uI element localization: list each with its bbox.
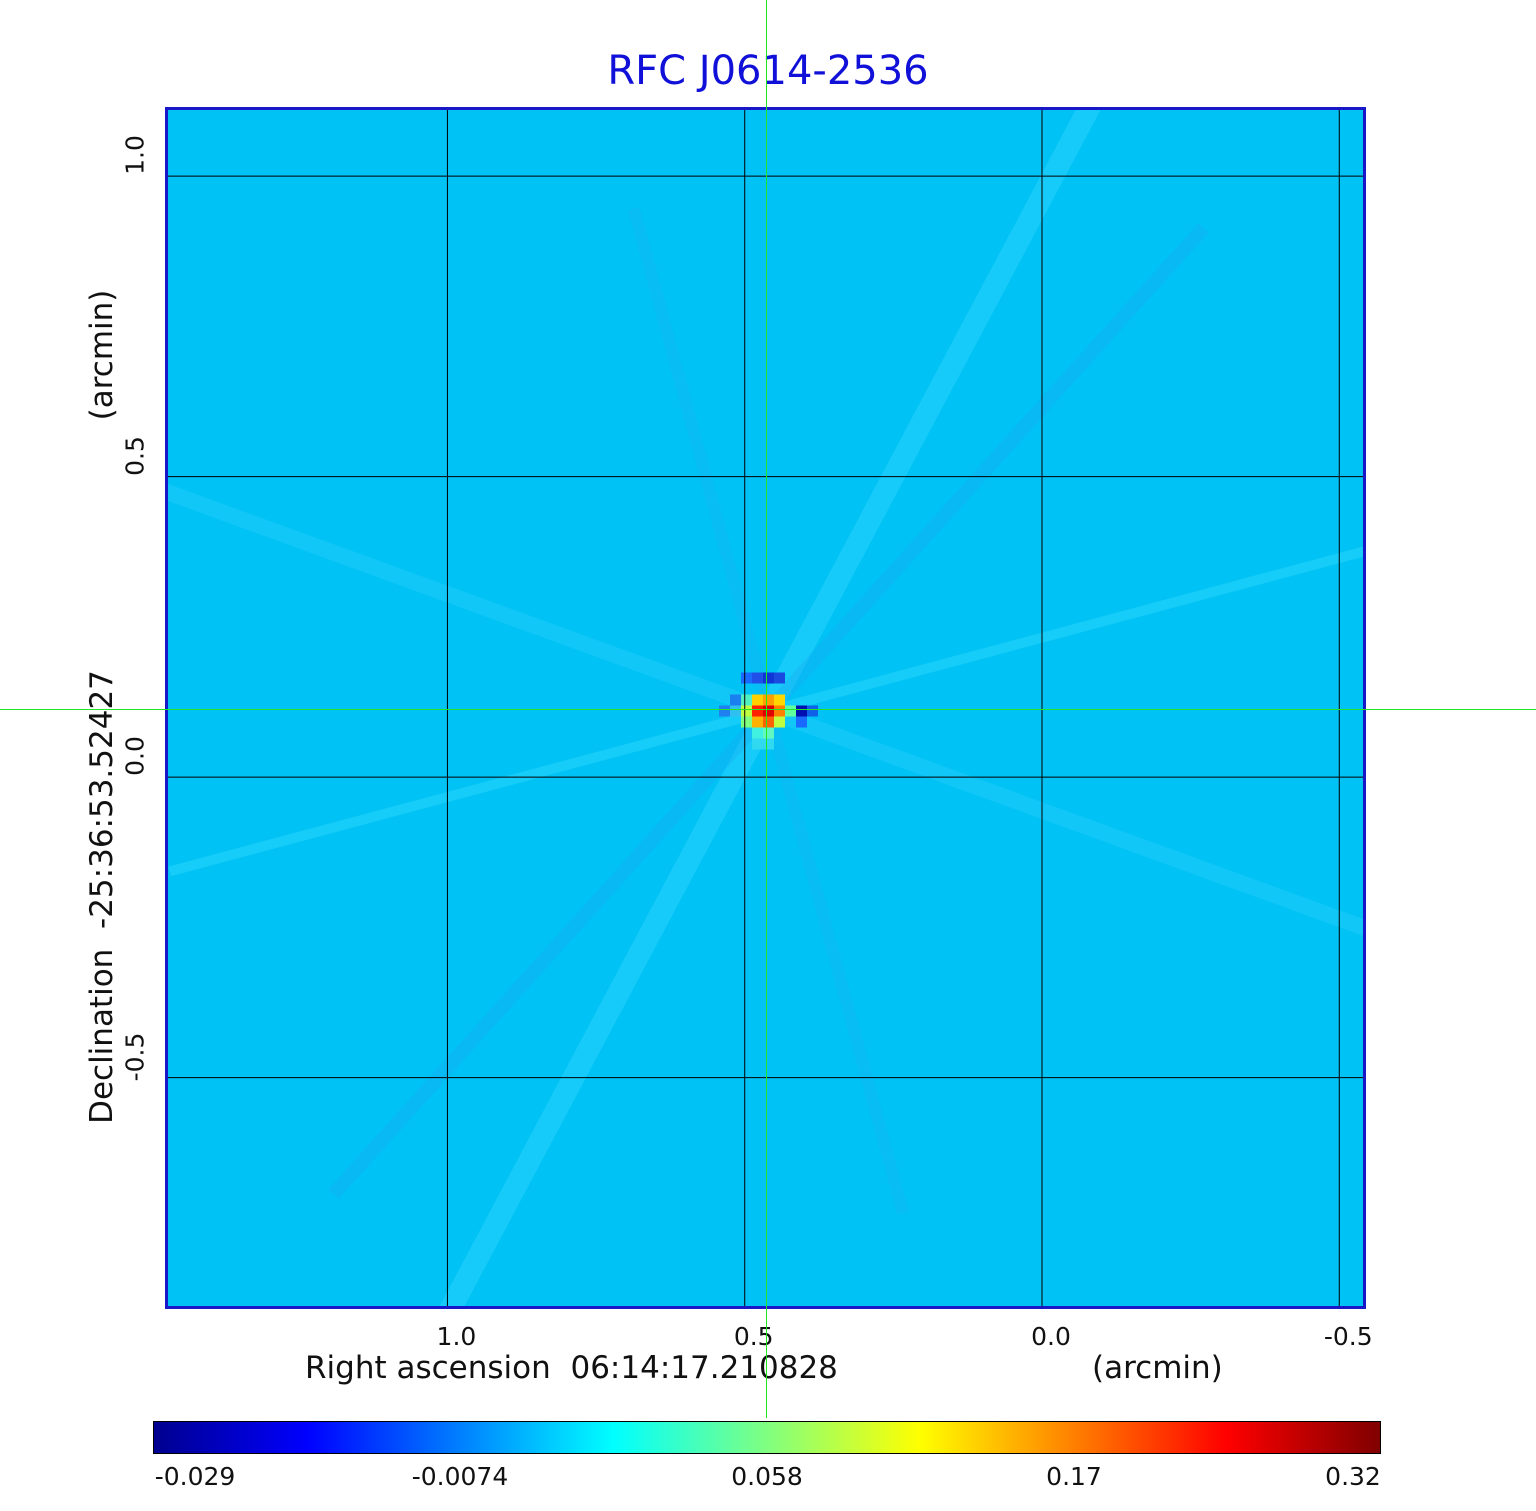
source-pixel [741, 694, 752, 706]
source-pixel [741, 705, 752, 717]
image-plot-area[interactable] [165, 107, 1366, 1309]
source-pixel [763, 738, 774, 750]
y-axis-label: Declination -25:36:53.52427 [84, 670, 120, 1124]
source-pixel [752, 727, 763, 739]
source-pixel [774, 716, 785, 728]
x-tick-label: -0.5 [1323, 1322, 1373, 1351]
chart-title: RFC J0614-2536 [607, 48, 929, 94]
source-pixel [774, 705, 785, 717]
source-pixel [763, 716, 774, 728]
y-tick-label: 0.5 [120, 435, 150, 476]
sidelobe-streak [765, 703, 1363, 936]
heatmap-image [168, 110, 1363, 1306]
y-axis-unit: (arcmin) [84, 289, 120, 421]
source-pixel [763, 694, 774, 706]
colorbar [153, 1421, 1381, 1454]
source-pixel [741, 716, 752, 728]
source-pixel [763, 672, 774, 684]
source-pixel [719, 705, 730, 717]
source-pixel [741, 672, 752, 684]
y-tick-label: -0.5 [120, 1032, 150, 1081]
sidelobe-streak [762, 709, 909, 1215]
colorbar-tick-label: -0.029 [154, 1462, 236, 1491]
sidelobe-streak [439, 705, 779, 1306]
sidelobe-streak [628, 207, 775, 713]
source-pixel [752, 738, 763, 750]
source-pixel [752, 705, 763, 717]
y-tick-label: 1.0 [120, 135, 150, 175]
source-pixel [763, 727, 774, 739]
x-tick-label: 0.5 [733, 1322, 774, 1351]
source-pixel [730, 705, 741, 717]
sidelobe-streak [168, 706, 770, 877]
source-pixel [796, 705, 807, 717]
source-pixel [774, 672, 785, 684]
source-pixel [730, 694, 741, 706]
x-axis-label: Right ascension 06:14:17.210828 [305, 1350, 838, 1386]
y-tick-label: 0.0 [120, 736, 150, 776]
source-pixel [807, 705, 818, 717]
colorbar-tick-label: 0.32 [1325, 1462, 1381, 1491]
sidelobe-streak [763, 223, 1209, 716]
sidelobe-streak [328, 706, 774, 1199]
source-pixel [796, 716, 807, 728]
source-pixel [752, 672, 763, 684]
source-pixel [752, 716, 763, 728]
sidelobe-streak [168, 483, 772, 719]
x-tick-label: 1.0 [436, 1322, 477, 1351]
x-axis-unit: (arcmin) [1092, 1350, 1223, 1386]
colorbar-tick-label: 0.058 [731, 1462, 803, 1491]
colorbar-tick-label: 0.17 [1046, 1462, 1102, 1491]
source-pixel [752, 694, 763, 706]
source-pixel [763, 705, 774, 717]
source-pixel [785, 705, 796, 717]
source-pixel [774, 694, 785, 706]
x-tick-label: 0.0 [1031, 1322, 1071, 1351]
colorbar-tick-label: -0.0074 [411, 1462, 509, 1491]
sidelobe-streak [767, 546, 1363, 716]
cursor-horizontal-line [0, 709, 1536, 710]
